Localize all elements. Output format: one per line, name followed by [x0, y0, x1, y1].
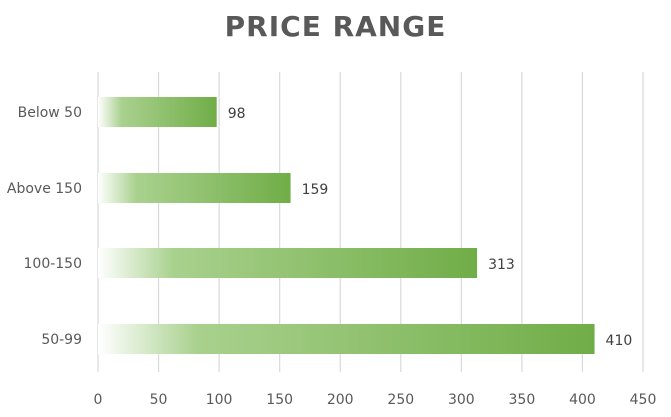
x-tick-label: 50 — [150, 392, 168, 408]
x-tick-label: 200 — [327, 392, 354, 408]
bar-above-150 — [98, 173, 291, 203]
data-label: 159 — [302, 182, 329, 198]
chart-title: PRICE RANGE — [224, 10, 447, 43]
x-tick-label: 0 — [94, 392, 103, 408]
bar-below-50 — [98, 97, 217, 127]
category-label: Above 150 — [7, 181, 82, 197]
x-tick-label: 400 — [569, 392, 596, 408]
x-tick-label: 100 — [206, 392, 233, 408]
x-tick-label: 350 — [509, 392, 536, 408]
category-label: 50-99 — [41, 332, 82, 348]
bar-100-150 — [98, 248, 478, 278]
data-label: 410 — [606, 333, 633, 349]
x-tick-label: 150 — [266, 392, 293, 408]
category-label: 100-150 — [24, 256, 83, 272]
data-label: 313 — [488, 257, 515, 273]
bars-layer — [98, 97, 595, 354]
category-label: Below 50 — [18, 105, 82, 121]
labels-layer: 0 50 100 150 200 250 300 350 400 450 Below 50 98 Abo… — [7, 105, 656, 408]
x-tick-label: 300 — [448, 392, 475, 408]
data-label: 98 — [228, 106, 246, 122]
x-tick-label: 450 — [630, 392, 657, 408]
grid-layer — [97, 72, 644, 372]
x-tick-label: 250 — [387, 392, 414, 408]
bar-50-99 — [98, 324, 595, 354]
